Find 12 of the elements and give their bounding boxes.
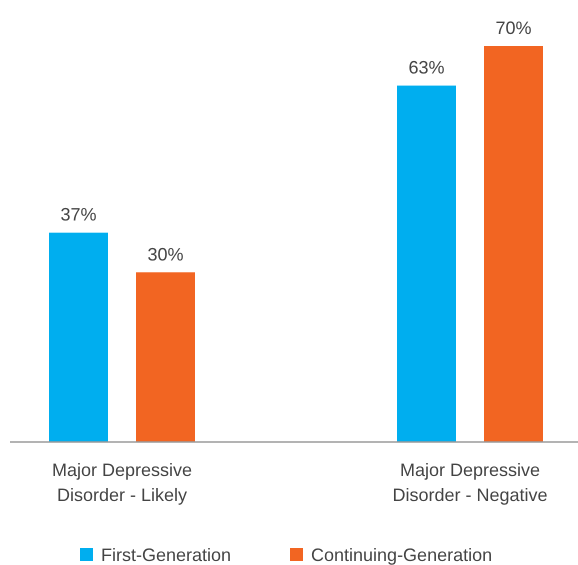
data-label: 37% [60,204,97,225]
bar [136,272,195,442]
legend-label: First-Generation [101,545,232,565]
x-tick-label: Major Depressive Disorder - Likely [52,460,192,505]
data-label: 70% [495,18,532,38]
bar [397,86,456,442]
data-label: 30% [147,244,184,264]
data-label: 63% [408,58,445,78]
legend-label: Continuing-Generation [311,545,492,565]
x-tick-label: Major Depressive Disorder - Negative [392,460,548,505]
bar [484,46,543,442]
bar [49,232,108,442]
